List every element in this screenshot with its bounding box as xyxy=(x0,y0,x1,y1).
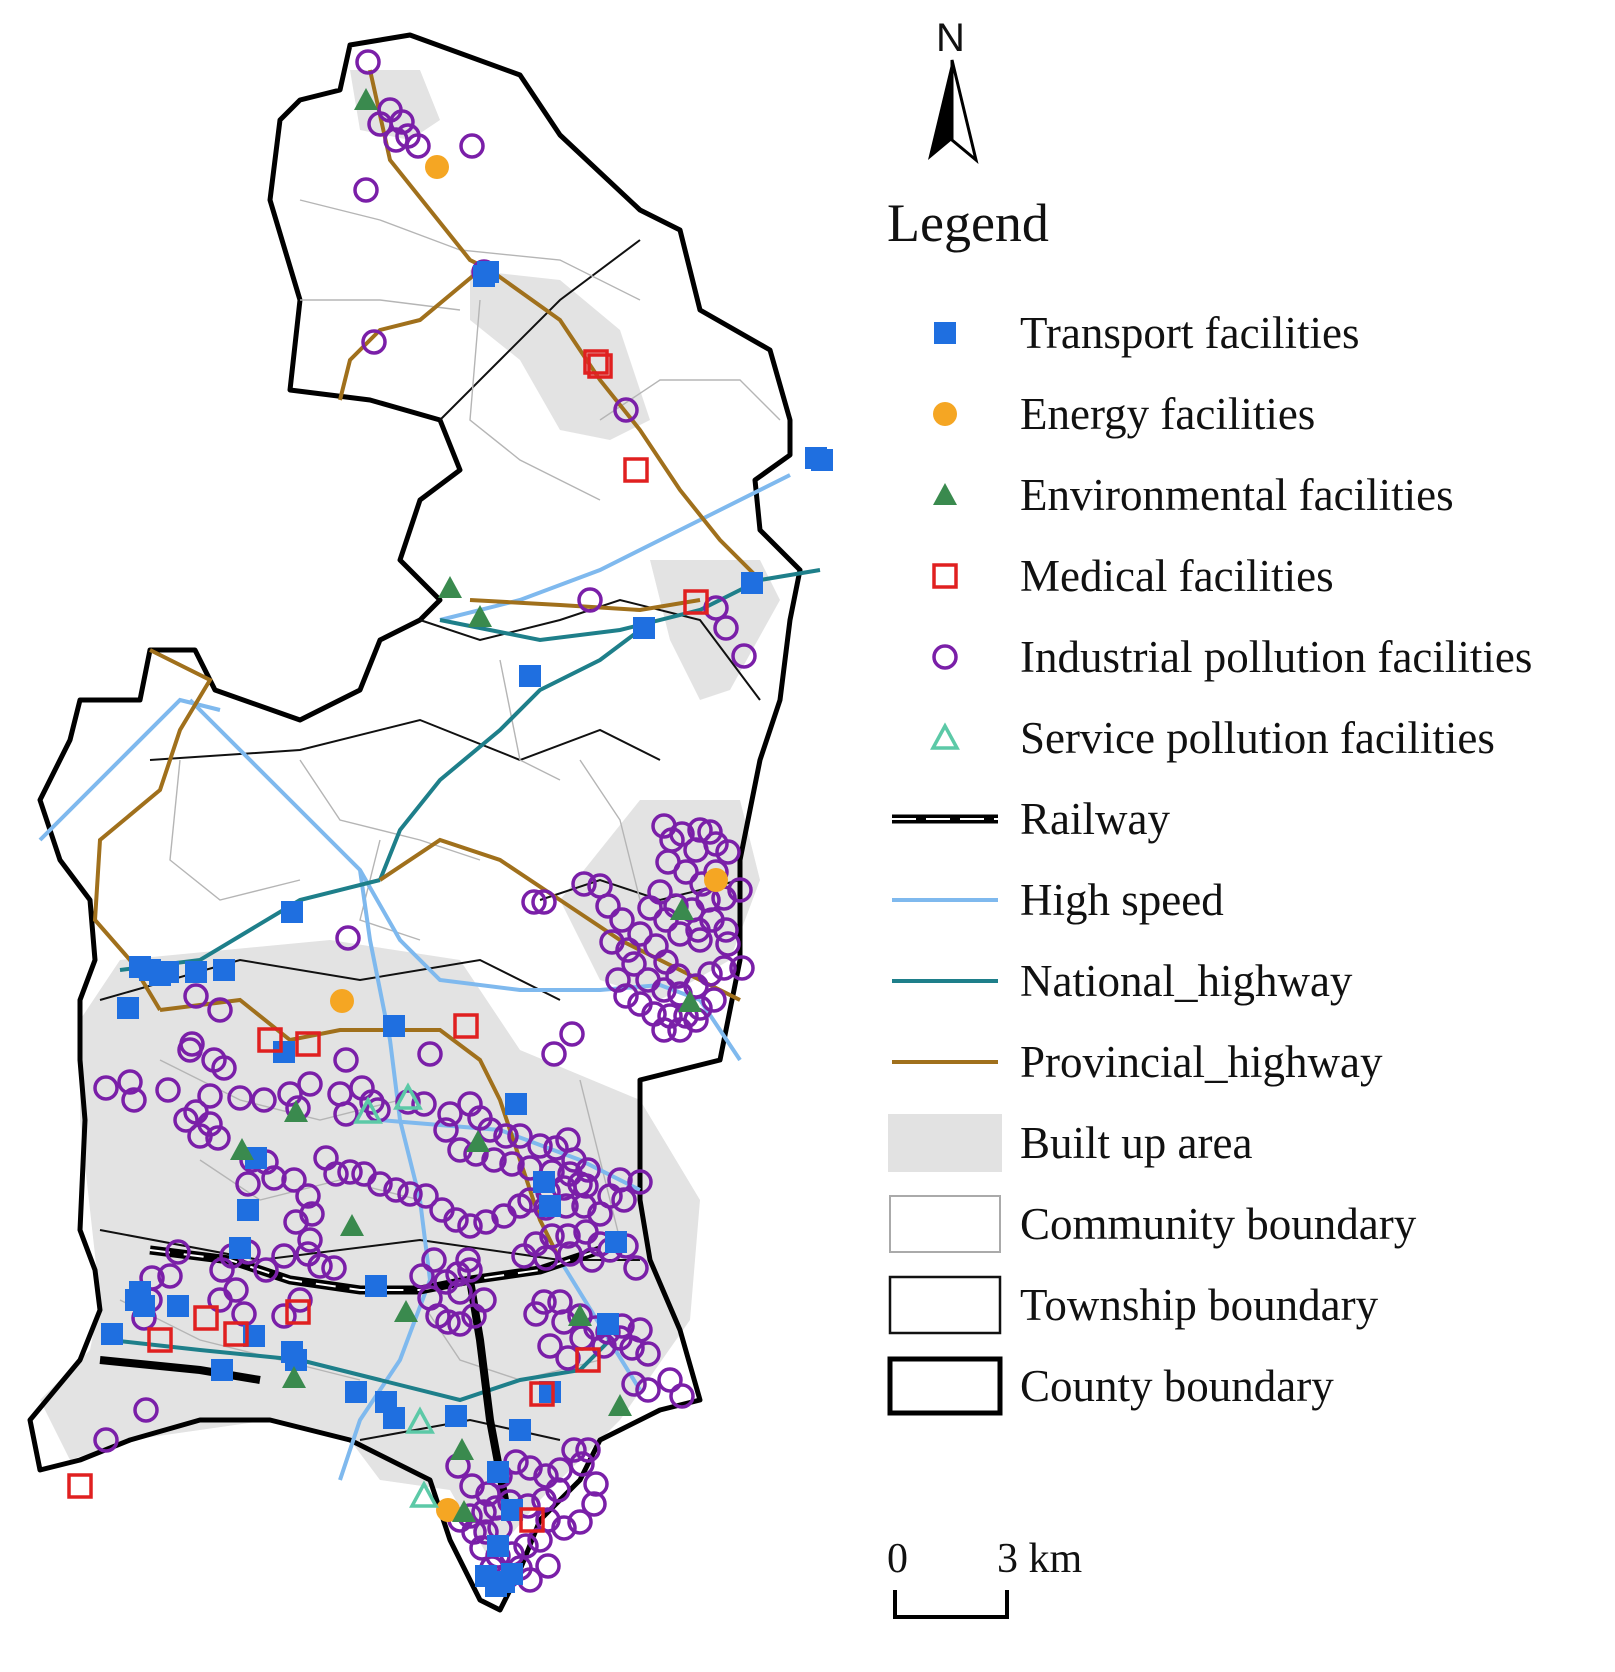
blue-square-markers xyxy=(101,261,833,1597)
red-hollow-square-icon xyxy=(880,545,1010,607)
legend-label: Environmental facilities xyxy=(1020,470,1454,520)
legend-item: Environmental facilities xyxy=(880,464,1454,526)
thin-box-icon xyxy=(880,1193,1010,1255)
legend-label: Provincial_highway xyxy=(1020,1037,1383,1087)
legend-item: High speed xyxy=(880,869,1224,931)
legend-title: Legend xyxy=(887,193,1049,253)
grey-fill-icon xyxy=(880,1112,1010,1174)
scale-bar-line xyxy=(893,1590,1009,1619)
teal-line-icon xyxy=(880,950,1010,1012)
teal-hollow-triangle-markers xyxy=(353,1082,439,1508)
scale-bar: 0 3 km xyxy=(887,1535,1147,1635)
legend-item: National_highway xyxy=(880,950,1352,1012)
county-boundary xyxy=(27,32,803,1613)
legend-item: Medical facilities xyxy=(880,545,1334,607)
brown-line-icon xyxy=(880,1031,1010,1093)
orange-circle-markers xyxy=(330,155,728,1522)
legend-label: Service pollution facilities xyxy=(1020,713,1495,763)
orange-circle-icon xyxy=(880,383,1010,445)
green-triangle-icon xyxy=(880,464,1010,526)
scale-end-label: 3 km xyxy=(997,1536,1083,1582)
legend-item: Township boundary xyxy=(880,1274,1378,1336)
purple-hollow-circle-icon xyxy=(880,626,1010,688)
legend-label: High speed xyxy=(1020,875,1224,925)
light-blue-line-icon xyxy=(880,869,1010,931)
green-triangle-markers xyxy=(230,88,702,1522)
legend-label: Medical facilities xyxy=(1020,551,1334,601)
legend-item: Industrial pollution facilities xyxy=(880,626,1532,688)
legend-item: Transport facilities xyxy=(880,302,1360,364)
legend-label: Community boundary xyxy=(1020,1199,1417,1249)
thick-box-icon xyxy=(880,1355,1010,1417)
legend-item: County boundary xyxy=(880,1355,1334,1417)
teal-hollow-triangle-icon xyxy=(880,707,1010,769)
legend-item: Provincial_highway xyxy=(880,1031,1382,1093)
legend-label: County boundary xyxy=(1020,1361,1334,1411)
legend-label: National_highway xyxy=(1020,956,1353,1006)
scale-start-label: 0 xyxy=(887,1536,908,1582)
legend-label: Built up area xyxy=(1020,1118,1253,1168)
blue-square-icon xyxy=(880,302,1010,364)
railway-line-icon xyxy=(880,788,1010,850)
legend-item: Railway xyxy=(880,788,1170,850)
facility-markers xyxy=(67,49,833,1597)
purple-hollow-circle-markers xyxy=(93,49,757,1593)
red-hollow-square-markers xyxy=(67,349,709,1533)
legend-item: Energy facilities xyxy=(880,383,1315,445)
legend-item: Community boundary xyxy=(880,1193,1416,1255)
legend-item: Built up area xyxy=(880,1112,1252,1174)
legend-label: Industrial pollution facilities xyxy=(1020,632,1533,682)
legend-label: Transport facilities xyxy=(1020,308,1360,358)
legend-item: Service pollution facilities xyxy=(880,707,1495,769)
north-label: N xyxy=(936,16,965,60)
legend-label: Energy facilities xyxy=(1020,389,1316,439)
medium-box-icon xyxy=(880,1274,1010,1336)
community-boundaries xyxy=(119,199,781,1381)
legend-label: Township boundary xyxy=(1020,1280,1379,1330)
north-arrow-icon xyxy=(928,59,979,165)
legend-label: Railway xyxy=(1020,794,1170,844)
